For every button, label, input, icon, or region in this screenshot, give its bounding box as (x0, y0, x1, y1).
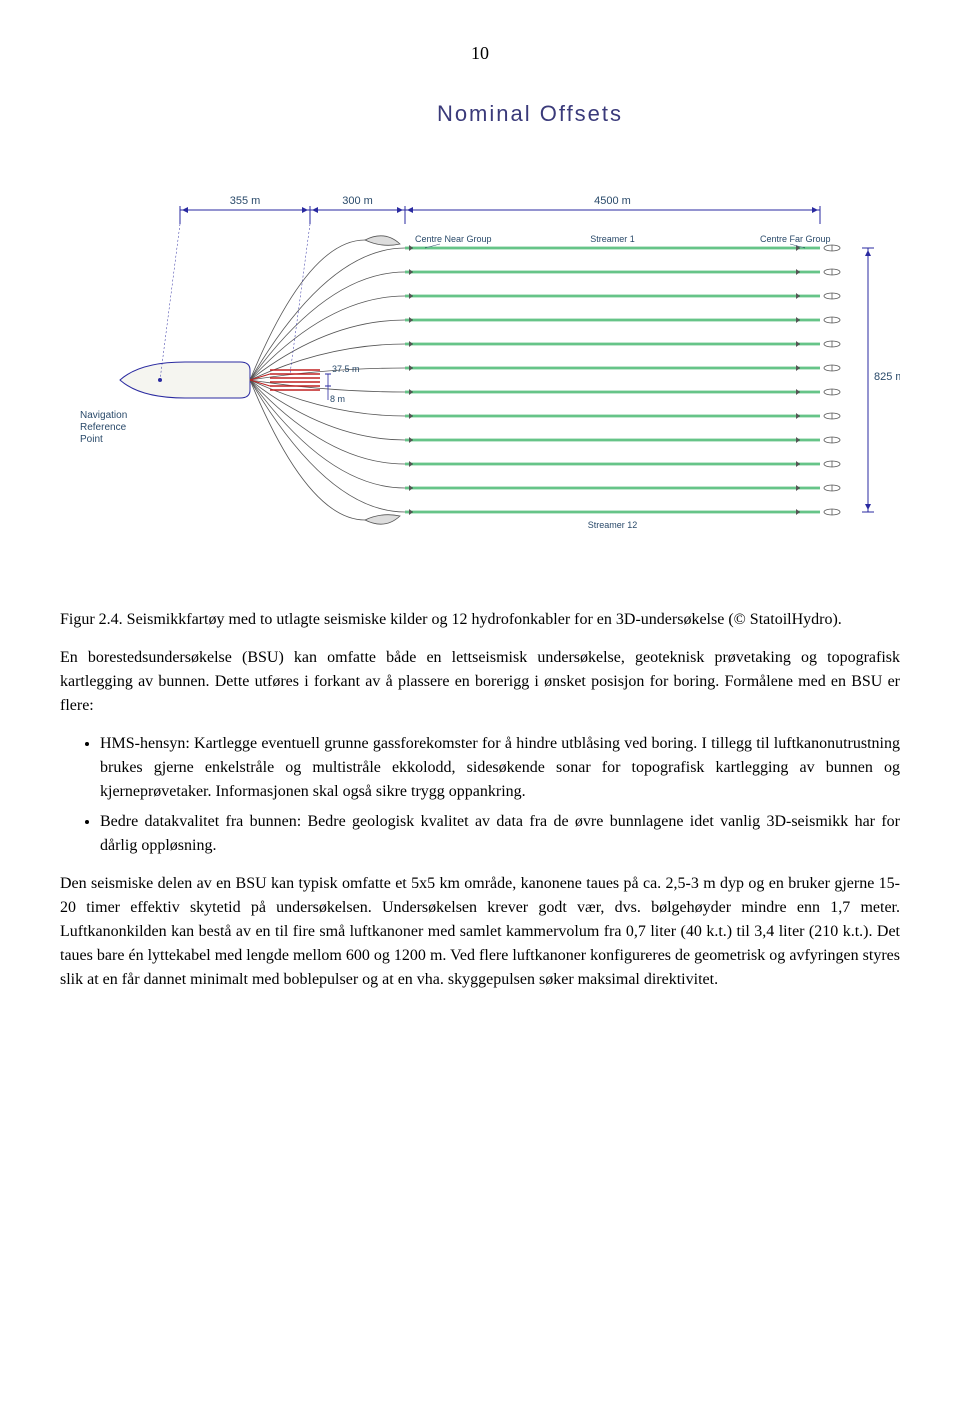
list-item: Bedre datakvalitet fra bunnen: Bedre geo… (100, 810, 900, 858)
svg-text:355 m: 355 m (230, 195, 261, 207)
svg-text:Centre Near Group: Centre Near Group (415, 234, 492, 244)
svg-text:Reference: Reference (80, 422, 127, 433)
caption-prefix: Figur 2.4. (60, 611, 123, 628)
svg-text:Centre Far Group: Centre Far Group (760, 234, 831, 244)
svg-text:37.5 m: 37.5 m (332, 364, 360, 374)
svg-text:825 m: 825 m (874, 371, 900, 383)
closing-paragraph: Den seismiske delen av en BSU kan typisk… (60, 872, 900, 992)
intro-paragraph: En borestedsundersøkelse (BSU) kan omfat… (60, 646, 900, 718)
caption-text: Seismikkfartøy med to utlagte seismiske … (123, 611, 842, 628)
diagram-title: Nominal Offsets (160, 97, 900, 130)
bullet-list: HMS-hensyn: Kartlegge eventuell grunne g… (60, 732, 900, 858)
svg-text:8 m: 8 m (330, 394, 345, 404)
svg-text:4500 m: 4500 m (594, 195, 631, 207)
svg-text:Point: Point (80, 434, 103, 445)
svg-text:300 m: 300 m (342, 195, 373, 207)
seismic-diagram: 355 m 300 m 4500 m 825 m NavigationReference… (60, 140, 900, 588)
page-number: 10 (60, 40, 900, 67)
list-item: HMS-hensyn: Kartlegge eventuell grunne g… (100, 732, 900, 804)
svg-text:Streamer 12: Streamer 12 (588, 520, 638, 530)
svg-text:Streamer 1: Streamer 1 (590, 234, 635, 244)
figure-caption: Figur 2.4. Seismikkfartøy med to utlagte… (60, 608, 900, 632)
svg-text:Navigation: Navigation (80, 410, 127, 421)
